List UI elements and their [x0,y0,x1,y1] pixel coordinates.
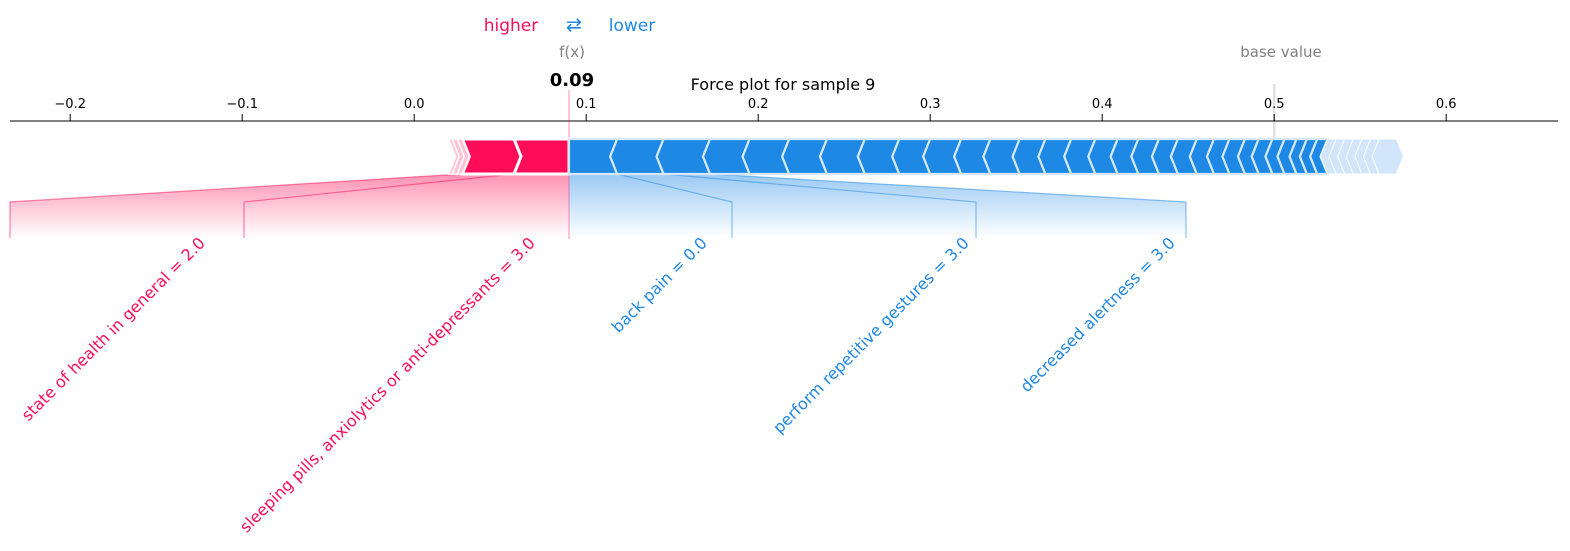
x-tick-label: 0.0 [404,97,425,112]
x-tick-label: −0.2 [54,97,86,112]
feature-connector [9,173,463,238]
x-tick-label: −0.1 [226,97,258,112]
x-tick-label: 0.3 [920,97,941,112]
x-tick-label: 0.2 [748,97,769,112]
chart-title: Force plot for sample 9 [691,75,876,94]
x-tick-label: 0.4 [1092,97,1113,112]
feature-label: decreased alertness = 3.0 [1016,233,1178,395]
positive-segment [460,137,523,176]
feature-label: state of health in general = 2.0 [18,233,209,424]
positive-segment [447,138,460,175]
legend-higher-label: higher [484,16,539,36]
connector-fill [10,174,569,238]
feature-connector [243,173,515,238]
legend-arrows-icon: ⇄ [566,14,582,36]
feature-connector-fills [9,173,1187,238]
force-bar [447,137,1404,176]
x-tick-label: 0.6 [1436,97,1457,112]
feature-label: back pain = 0.0 [608,233,711,336]
x-tick-label: 0.5 [1264,97,1285,112]
feature-connector [663,173,977,238]
feature-connector [710,173,1187,238]
feature-label: perform repetitive gestures = 3.0 [769,233,973,437]
feature-label: sleeping pills, anxiolytics or anti-depr… [236,233,539,536]
fx-value: 0.09 [550,70,594,91]
x-tick-label: 0.1 [576,97,597,112]
legend-lower-label: lower [609,16,655,36]
connector-fill [569,174,1186,238]
negative-segment [1371,138,1404,175]
x-axis: −0.2 −0.1 0.0 0.1 0.2 0.3 0.4 0.5 0.6 [10,84,1558,239]
feature-connector [617,173,733,238]
feature-labels: state of health in general = 2.0 sleeping… [18,233,1179,536]
fx-label: f(x) [559,43,585,61]
base-value-label: base value [1240,43,1322,61]
